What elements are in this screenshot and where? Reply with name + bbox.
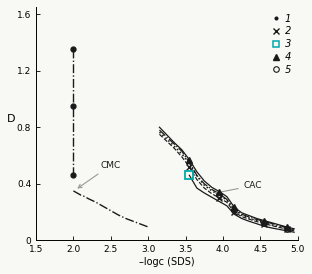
Legend:  1,  2,  3,  4,  5: 1, 2, 3, 4, 5 — [272, 12, 293, 77]
X-axis label: –logc (SDS): –logc (SDS) — [139, 257, 195, 267]
Y-axis label: D: D — [7, 114, 16, 124]
Text: CAC: CAC — [216, 181, 262, 194]
Text: CMC: CMC — [78, 161, 121, 188]
